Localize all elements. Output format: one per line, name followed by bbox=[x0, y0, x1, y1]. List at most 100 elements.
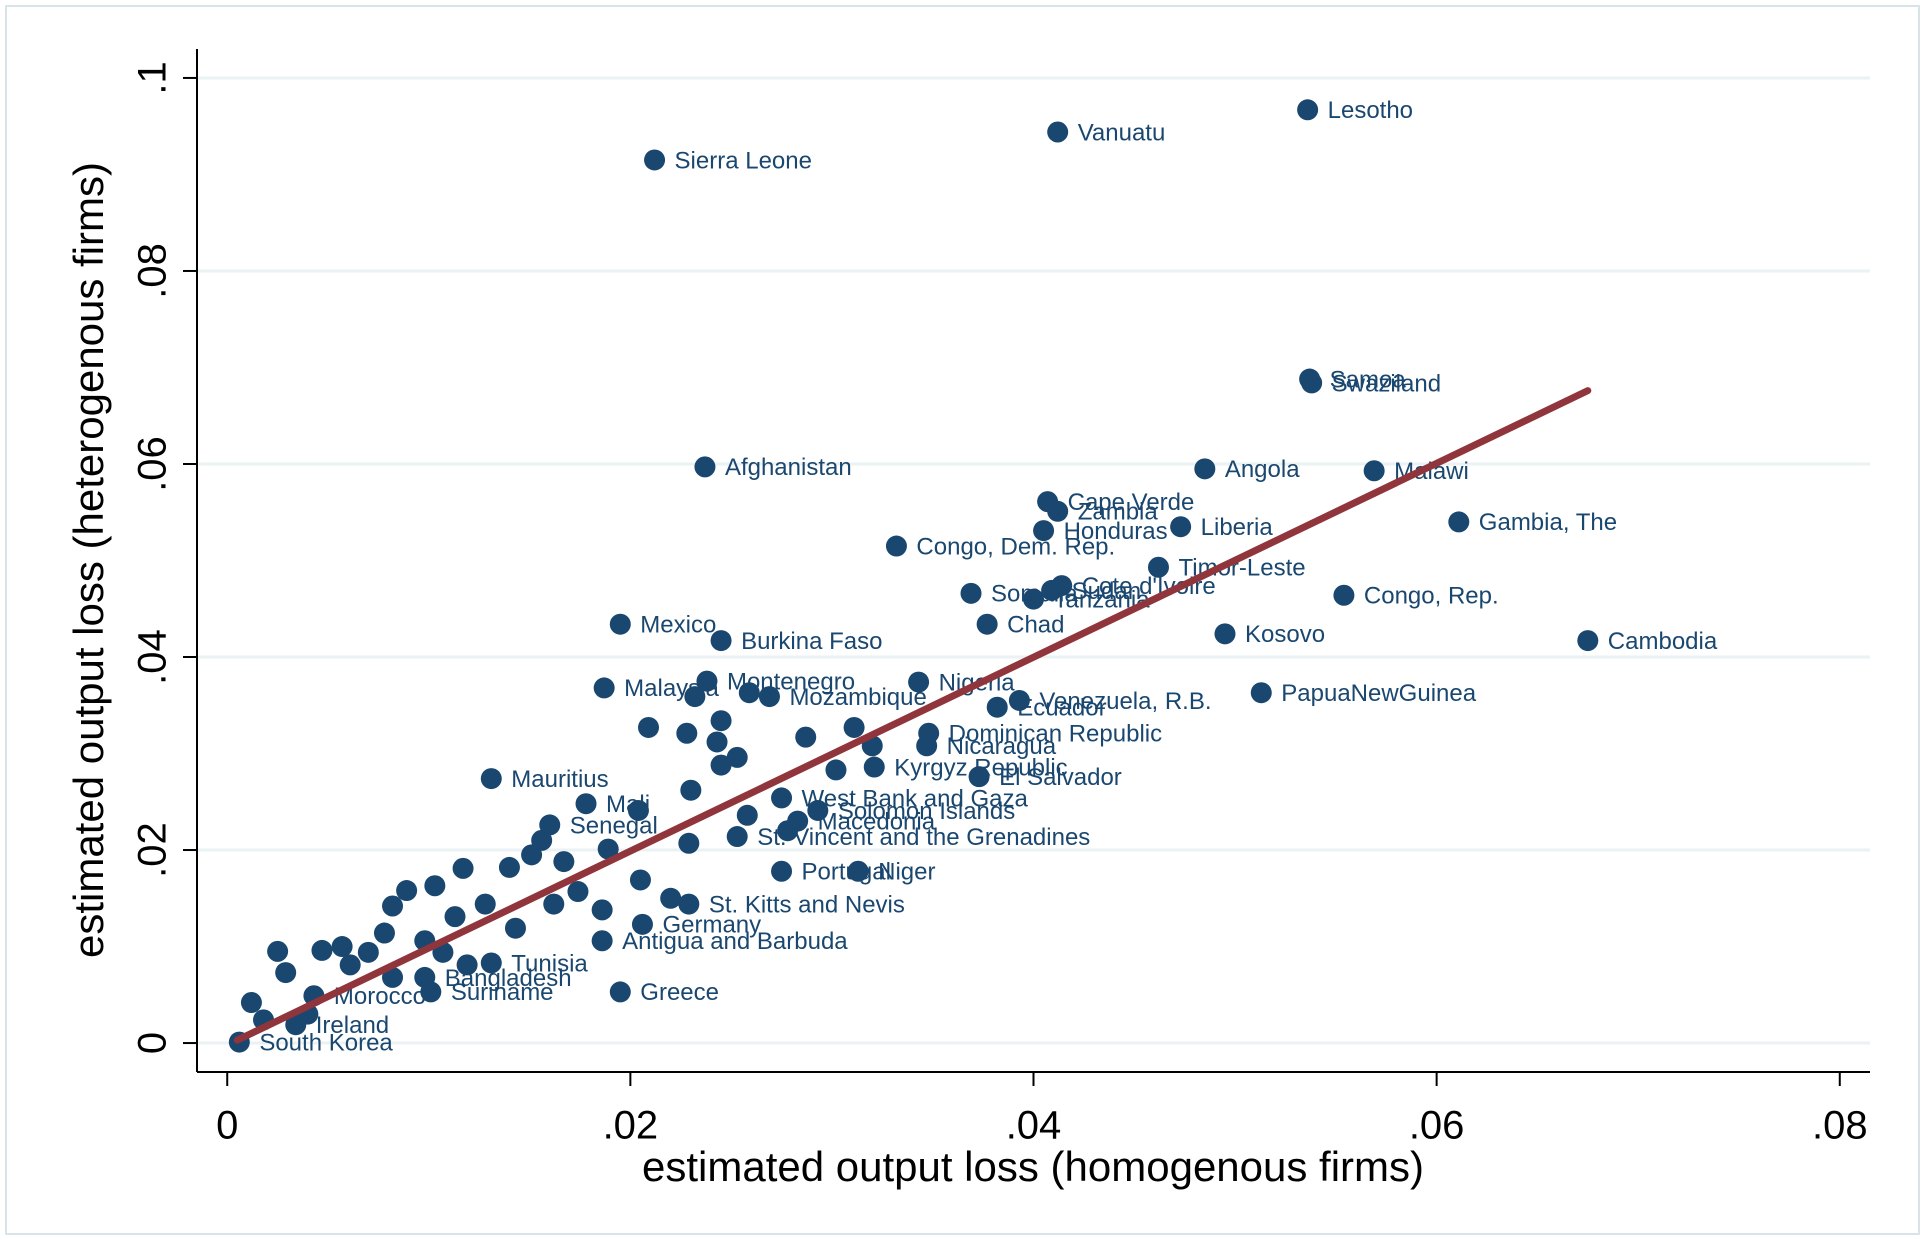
point-label: St. Kitts and Nevis bbox=[709, 891, 905, 918]
data-point bbox=[1363, 460, 1385, 482]
data-point bbox=[480, 768, 502, 790]
point-label: Nicaragua bbox=[947, 733, 1057, 760]
data-point bbox=[908, 671, 930, 693]
point-label: Samoa bbox=[1330, 366, 1407, 393]
marks: Lesotho Vanuatu Sierra Leone SamoaSwaziland… bbox=[228, 97, 1718, 1056]
data-point bbox=[382, 966, 404, 988]
data-point bbox=[638, 716, 660, 738]
x-axis-title: estimated output loss (homogenous firms) bbox=[642, 1143, 1424, 1190]
point-label: Angola bbox=[1225, 456, 1300, 483]
data-point bbox=[1214, 623, 1236, 645]
data-point bbox=[960, 582, 982, 604]
data-point bbox=[311, 939, 333, 961]
point-label: St. Vincent and the Grenadines bbox=[757, 824, 1090, 851]
x-tick-label: .04 bbox=[1006, 1104, 1062, 1148]
data-point bbox=[504, 917, 526, 939]
point-label: Antigua and Barbuda bbox=[622, 928, 848, 955]
point-label: Congo, Rep. bbox=[1364, 583, 1499, 610]
data-point bbox=[710, 710, 732, 732]
data-point bbox=[676, 722, 698, 744]
point-label: Ireland bbox=[316, 1012, 389, 1039]
y-tick-label: .06 bbox=[131, 436, 175, 492]
data-point bbox=[1033, 520, 1055, 542]
point-label: Tunisia bbox=[511, 950, 588, 977]
data-point bbox=[777, 820, 799, 842]
point-label: Macedonia bbox=[818, 808, 936, 835]
point-label: Dominican Republic bbox=[949, 721, 1162, 748]
x-tick-label: .02 bbox=[603, 1104, 659, 1148]
data-point bbox=[382, 895, 404, 917]
data-point bbox=[847, 860, 869, 882]
data-point bbox=[885, 535, 907, 557]
data-point bbox=[1577, 630, 1599, 652]
point-label: Kyrgyz Republic bbox=[894, 754, 1067, 781]
data-point bbox=[357, 941, 379, 963]
data-point bbox=[474, 893, 496, 915]
point-label: Afghanistan bbox=[725, 454, 852, 481]
data-point bbox=[1147, 556, 1169, 578]
data-point bbox=[1297, 99, 1319, 121]
data-point bbox=[678, 893, 700, 915]
fit-line bbox=[233, 387, 1592, 1044]
data-point bbox=[331, 936, 353, 958]
data-point bbox=[629, 869, 651, 891]
data-point bbox=[825, 759, 847, 781]
point-label: Somalia bbox=[991, 581, 1078, 608]
data-point bbox=[591, 930, 613, 952]
data-point bbox=[1194, 458, 1216, 480]
data-point bbox=[1047, 500, 1069, 522]
point-label: Suriname bbox=[451, 979, 554, 1006]
point-label: Mozambique bbox=[789, 684, 926, 711]
data-point bbox=[726, 826, 748, 848]
point-label: Mauritius bbox=[511, 766, 608, 793]
data-point bbox=[627, 799, 649, 821]
data-point bbox=[738, 682, 760, 704]
y-tick-label: 0 bbox=[131, 1032, 175, 1054]
data-point bbox=[660, 887, 682, 909]
y-tick-label: .02 bbox=[131, 822, 175, 878]
point-label: Kosovo bbox=[1245, 621, 1325, 648]
y-tick-label: .04 bbox=[131, 629, 175, 685]
data-point bbox=[807, 799, 829, 821]
data-point bbox=[758, 686, 780, 708]
data-point bbox=[1301, 372, 1323, 394]
data-point bbox=[1448, 511, 1470, 533]
data-point bbox=[424, 875, 446, 897]
point-label: Greece bbox=[640, 979, 719, 1006]
y-axis-title: estimated output loss (heterogenous firm… bbox=[65, 162, 112, 958]
data-point bbox=[575, 793, 597, 815]
data-point bbox=[444, 906, 466, 928]
point-label: Gambia, The bbox=[1479, 509, 1617, 536]
data-point bbox=[694, 456, 716, 478]
data-point bbox=[863, 756, 885, 778]
data-point bbox=[710, 754, 732, 776]
data-point bbox=[591, 899, 613, 921]
point-label: El Salvador bbox=[999, 764, 1122, 791]
point-label: Niger bbox=[878, 859, 935, 886]
data-point bbox=[396, 880, 418, 902]
data-point bbox=[680, 779, 702, 801]
point-label: Lesotho bbox=[1328, 97, 1413, 124]
data-point bbox=[1170, 516, 1192, 538]
data-point bbox=[696, 670, 718, 692]
data-point bbox=[986, 696, 1008, 718]
data-point bbox=[631, 913, 653, 935]
x-tick-label: .08 bbox=[1812, 1104, 1868, 1148]
data-point bbox=[1023, 588, 1044, 610]
data-point bbox=[1008, 689, 1030, 711]
data-point bbox=[771, 787, 793, 809]
data-point bbox=[968, 766, 990, 788]
point-label: Portugal bbox=[802, 859, 891, 886]
data-point bbox=[609, 981, 631, 1003]
point-label: Cambodia bbox=[1608, 628, 1718, 655]
point-label: PapuaNewGuinea bbox=[1281, 680, 1476, 707]
data-point bbox=[373, 922, 395, 944]
data-point bbox=[916, 735, 938, 757]
x-tick-label: .06 bbox=[1409, 1104, 1465, 1148]
y-tick-label: .1 bbox=[131, 61, 175, 94]
point-label: South Korea bbox=[259, 1029, 393, 1056]
data-point bbox=[498, 856, 520, 878]
data-point bbox=[543, 893, 565, 915]
data-point bbox=[593, 677, 615, 699]
